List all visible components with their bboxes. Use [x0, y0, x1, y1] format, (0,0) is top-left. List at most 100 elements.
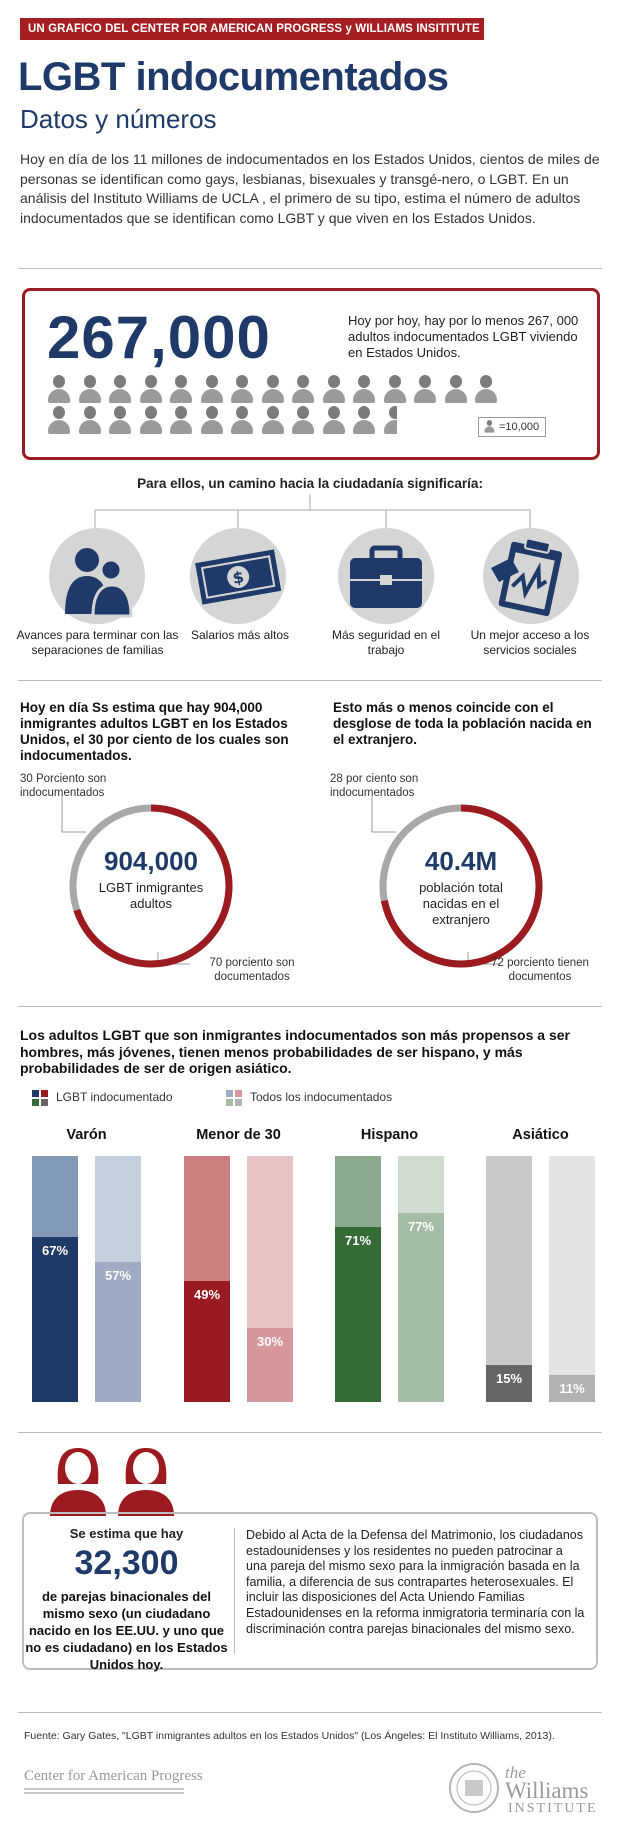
bar-menor-de-30-all: 30%	[247, 1156, 293, 1402]
family-icon	[49, 528, 145, 624]
couples-desc: de parejas binacionales del mismo sexo (…	[25, 1589, 228, 1672]
bar-group-title: Varón	[66, 1127, 107, 1143]
ring2-red-arc	[380, 804, 543, 968]
person-icon	[383, 375, 407, 405]
person-icon	[291, 375, 315, 405]
bar-fill	[32, 1237, 78, 1402]
person-icon	[200, 406, 224, 436]
couples-pre: Se estima que hay	[69, 1526, 184, 1541]
bar-fill	[184, 1281, 230, 1402]
ring1-top-note: 30 Porciento son indocumentados	[20, 773, 107, 799]
clipboard-icon	[483, 528, 579, 624]
bar-menor-de-30-lgbt: 49%	[184, 1156, 230, 1402]
legend-swatch-lgbt	[32, 1090, 48, 1106]
person-icon	[230, 375, 254, 405]
person-icon	[78, 375, 102, 405]
ring1-bottom-note: 70 porciento son documentados	[209, 957, 295, 983]
bar-value-label: 77%	[407, 1218, 435, 1234]
bar-value-label: 11%	[559, 1380, 585, 1396]
icon-legend-label: =10,000	[499, 421, 540, 433]
path-caption-1: Avances para terminar con las separacion…	[16, 628, 179, 657]
person-icon	[169, 406, 193, 436]
bar-group-title: Hispano	[360, 1127, 419, 1143]
bar-value-label: 71%	[344, 1233, 372, 1249]
person-icon	[322, 406, 346, 436]
path-caption-4: Un mejor acceso a los servicios sociales	[470, 628, 590, 657]
person-icon	[230, 406, 254, 436]
couples-divider	[234, 1528, 235, 1654]
ring2-bottom-note: 72 porciento tienen documentos	[491, 957, 589, 983]
bar-value-label: 67%	[41, 1243, 69, 1259]
bar-fill	[335, 1227, 381, 1402]
icon-legend: =10,000	[478, 417, 546, 437]
person-icon	[444, 375, 468, 405]
bar-fill	[486, 1365, 532, 1402]
bars-heading: Los adultos LGBT que son inmigrantes ind…	[20, 1027, 570, 1076]
money-icon: $	[190, 528, 286, 624]
bar-var-n-lgbt: 67%	[32, 1156, 78, 1402]
person-icon	[47, 375, 71, 405]
cap-logo-stripes	[24, 1788, 184, 1794]
svg-text:$: $	[231, 567, 245, 588]
person-icon	[413, 375, 437, 405]
ring1-red-arc	[73, 804, 233, 968]
cap-logo: Center for American Progress	[24, 1768, 203, 1784]
path-caption-3: Más seguridad en el trabajo	[331, 628, 441, 657]
couples-number: 32,300	[74, 1544, 179, 1582]
connector-lines	[94, 494, 531, 530]
person-icon	[484, 420, 495, 433]
ring2-number: 40.4M	[424, 846, 498, 876]
person-icon	[383, 406, 397, 436]
person-icon	[322, 375, 346, 405]
intro-paragraph: Hoy en día de los 11 millones de indocum…	[20, 151, 600, 226]
person-icon	[352, 375, 376, 405]
bar-group-title: Menor de 30	[196, 1127, 281, 1143]
header-banner: UN GRAFICO DEL CENTER FOR AMERICAN PROGR…	[20, 18, 484, 40]
bar-var-n-all: 57%	[95, 1156, 141, 1402]
ring1-label: LGBT inmigrantes adultos	[98, 880, 204, 911]
wi-logo-institute: INSTITUTE	[508, 1801, 598, 1816]
page-title: LGBT indocumentados	[18, 55, 449, 99]
person-icon	[291, 406, 315, 436]
legend-swatch-all	[226, 1090, 242, 1106]
stat-box: 267,000 Hoy por hoy, hay por lo menos 26…	[22, 288, 600, 460]
divider	[18, 268, 602, 269]
bar-fill	[95, 1261, 141, 1402]
bar-value-label: 57%	[104, 1267, 132, 1283]
ring2-top-note: 28 por ciento son indocumentados	[330, 773, 419, 799]
person-icon	[78, 406, 102, 436]
briefcase-icon	[338, 528, 434, 624]
person-icon	[108, 375, 132, 405]
wi-logo-the: the	[505, 1763, 526, 1782]
ring-heading-2: Esto más o menos coincide con el desglos…	[333, 700, 592, 747]
legend-label-lgbt: LGBT indocumentado	[56, 1090, 173, 1104]
ring-heading-1: Hoy en día Ss estima que hay 904,000 inm…	[20, 700, 289, 763]
path-title: Para ellos, un camino hacia la ciudadaní…	[137, 476, 483, 491]
couples-box: Se estima que hay 32,300 de parejas bina…	[22, 1512, 598, 1672]
person-icon	[200, 375, 224, 405]
person-icon	[139, 375, 163, 405]
seal-icon	[449, 1763, 499, 1813]
bar-fill	[398, 1212, 444, 1402]
bar-hispano-all: 77%	[398, 1156, 444, 1402]
bar-hispano-lgbt: 71%	[335, 1156, 381, 1402]
divider	[18, 1432, 602, 1433]
bar-asi-tico-all: 11%	[549, 1156, 595, 1402]
bar-fill	[549, 1374, 595, 1402]
person-icon	[139, 406, 163, 436]
ring-chart-1	[61, 796, 233, 968]
divider	[18, 680, 602, 681]
bar-group-title: Asiático	[512, 1127, 569, 1143]
person-icon	[108, 406, 132, 436]
couple-icon	[50, 1448, 174, 1516]
couples-body: Debido al Acta de la Defensa del Matrimo…	[246, 1528, 585, 1636]
bar-value-label: 30%	[256, 1334, 284, 1350]
person-icon	[261, 406, 285, 436]
stat-number: 267,000	[47, 304, 271, 371]
page-subtitle: Datos y números	[20, 104, 217, 134]
person-icon	[47, 406, 71, 436]
divider	[18, 1712, 602, 1713]
stat-text: Hoy por hoy, hay por lo menos 267, 000 a…	[348, 313, 579, 360]
wi-logo-name: Williams	[505, 1778, 589, 1803]
ring2-label: población total nacidas en el extranjero	[419, 880, 503, 927]
